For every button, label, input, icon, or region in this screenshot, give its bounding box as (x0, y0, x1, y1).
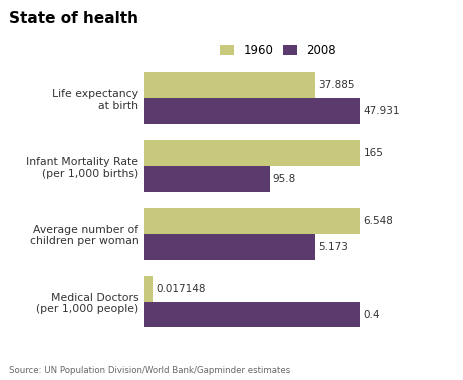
Text: 0.017148: 0.017148 (156, 284, 206, 294)
Text: 0.4: 0.4 (363, 310, 379, 320)
Text: 6.548: 6.548 (363, 216, 393, 226)
Bar (144, 140, 360, 166)
Bar (144, 98, 360, 124)
Text: Source: UN Population Division/World Bank/Gapminder estimates: Source: UN Population Division/World Ban… (9, 366, 290, 375)
Bar (144, 302, 360, 328)
Text: State of health: State of health (9, 11, 138, 26)
Text: 95.8: 95.8 (272, 174, 295, 184)
Bar (144, 234, 314, 260)
Bar (144, 72, 314, 98)
Text: 47.931: 47.931 (363, 106, 399, 116)
Bar (144, 208, 360, 234)
Text: 165: 165 (363, 148, 383, 158)
Text: 37.885: 37.885 (318, 80, 354, 90)
Bar (144, 276, 153, 302)
Legend: 1960, 2008: 1960, 2008 (219, 44, 335, 57)
Text: 5.173: 5.173 (318, 242, 347, 252)
Bar (144, 166, 269, 192)
